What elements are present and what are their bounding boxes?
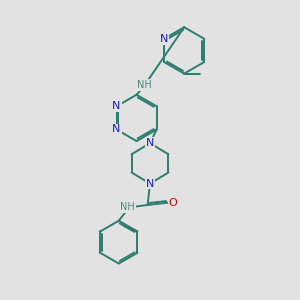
Text: O: O (169, 198, 177, 208)
Text: NH: NH (120, 202, 135, 212)
Text: N: N (112, 124, 121, 134)
Text: N: N (112, 101, 121, 111)
Text: N: N (146, 178, 154, 189)
Text: N: N (146, 138, 154, 148)
Text: N: N (160, 34, 168, 44)
Text: NH: NH (137, 80, 152, 90)
